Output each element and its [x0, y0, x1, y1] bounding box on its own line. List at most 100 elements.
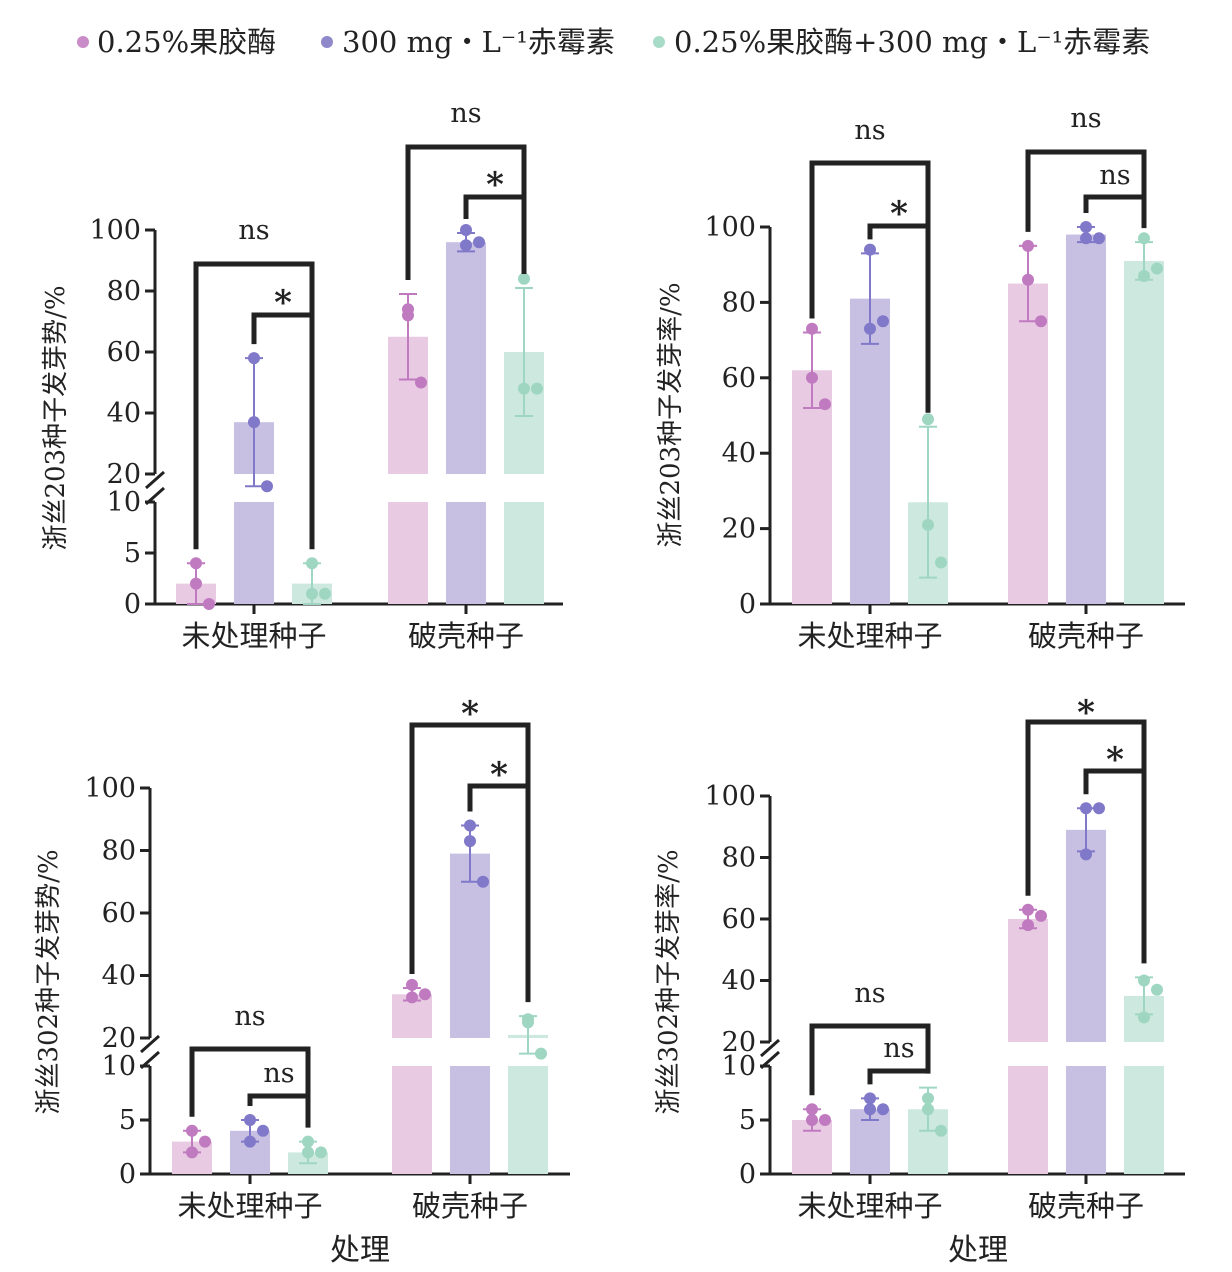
y-tick-label: 40 [102, 961, 136, 992]
data-point [1138, 974, 1150, 987]
data-point [806, 1114, 818, 1126]
bar-lower-segment [1008, 1066, 1048, 1174]
data-point [922, 1092, 934, 1105]
data-point [319, 587, 331, 600]
data-point [1093, 232, 1105, 245]
bar [1066, 829, 1106, 1042]
legend-label-1: 300 mg・L⁻¹赤霉素 [342, 25, 615, 59]
significance-bracket-outer [409, 722, 531, 1003]
significance-label-inner: * [890, 194, 908, 234]
data-point [522, 1016, 534, 1029]
y-tick-label: 20 [107, 459, 141, 490]
data-point [1138, 1011, 1150, 1024]
legend-marker-0 [77, 36, 89, 48]
y-tick-label: 100 [89, 215, 141, 246]
x-category-label: 未处理种子 [181, 619, 326, 653]
data-point [302, 1135, 314, 1148]
axis-break-mark [140, 1034, 160, 1054]
significance-label-inner: ns [1099, 160, 1130, 191]
y-tick-label: 80 [102, 836, 136, 867]
significance-bracket-outer [1025, 149, 1147, 232]
significance-label-inner: * [490, 755, 508, 795]
data-point [806, 1103, 818, 1116]
y-tick-label: 20 [722, 1027, 756, 1058]
y-tick-label: 10 [722, 1051, 756, 1082]
y-tick-label: 100 [704, 212, 756, 243]
y-axis-title: 浙丝203种子发芽势/% [41, 285, 71, 550]
data-point [306, 587, 318, 600]
data-point [460, 239, 472, 252]
y-tick-label: 5 [124, 538, 141, 569]
y-tick-label: 0 [739, 589, 756, 620]
data-point [473, 236, 485, 249]
y-axis-title: 浙丝302种子发芽率/% [654, 849, 684, 1114]
significance-bracket-outer [1025, 719, 1147, 964]
bar [1008, 919, 1048, 1042]
significance-bracket-inner [467, 783, 528, 812]
data-point [1035, 909, 1047, 922]
bar [1124, 260, 1164, 604]
y-tick-label: 10 [102, 1051, 136, 1082]
significance-bracket-inner [867, 223, 928, 240]
significance-bracket-outer [809, 160, 931, 413]
data-point [406, 991, 418, 1004]
bar [1066, 234, 1106, 605]
bar-lower-segment [450, 1066, 490, 1174]
data-point [261, 480, 273, 493]
y-axis-title: 浙丝203种子发芽率/% [656, 282, 686, 547]
data-point [1151, 262, 1163, 275]
x-axis-title: 处理 [948, 1233, 1008, 1268]
bar [446, 242, 486, 474]
significance-bracket-outer [809, 1023, 931, 1096]
data-point [1151, 983, 1163, 996]
panel-top-right: 0 20 40 60 80 100 浙丝203种子发芽率/% 未处理种子 ns * 破壳种子 ns ns [656, 103, 1185, 653]
x-category-label: 未处理种子 [797, 1189, 942, 1223]
bar [850, 298, 890, 604]
y-tick-label: 0 [124, 589, 141, 620]
bar-lower-segment [1066, 1066, 1106, 1174]
data-point [1022, 239, 1034, 252]
data-point [1080, 848, 1092, 861]
data-point [315, 1146, 327, 1159]
y-tick-label: 80 [107, 276, 141, 307]
data-point [406, 978, 418, 991]
data-point [199, 1135, 211, 1148]
data-point [464, 835, 476, 848]
data-point [248, 416, 260, 429]
data-point [415, 376, 427, 389]
legend: 0.25%果胶酶 300 mg・L⁻¹赤霉素 0.25%果胶酶+300 mg・L… [77, 25, 1150, 59]
data-point [257, 1124, 269, 1137]
significance-label-outer: ns [238, 215, 269, 246]
bar-lower-segment [388, 502, 428, 604]
data-point [1138, 270, 1150, 283]
data-point [518, 272, 530, 285]
data-point [1022, 903, 1034, 916]
y-tick-label: 5 [739, 1105, 756, 1136]
significance-label-outer: ns [854, 115, 885, 146]
significance-label-outer: ns [1070, 103, 1101, 134]
data-point [864, 322, 876, 335]
x-axis-title: 处理 [330, 1233, 390, 1268]
data-point [864, 1092, 876, 1105]
y-tick-label: 0 [739, 1159, 756, 1190]
significance-label-inner: ns [263, 1058, 294, 1089]
significance-label-inner: * [486, 165, 504, 205]
significance-label-outer: ns [234, 1001, 265, 1032]
data-point [186, 1146, 198, 1159]
significance-bracket-inner [247, 1093, 308, 1106]
data-point [244, 1114, 256, 1126]
data-point [464, 819, 476, 832]
data-point [186, 1124, 198, 1137]
data-point [1022, 273, 1034, 286]
axis-break-mark [145, 470, 165, 490]
data-point [306, 557, 318, 570]
bar [1008, 283, 1048, 604]
data-point [1022, 919, 1034, 932]
data-point [302, 1146, 314, 1159]
significance-label-inner: * [274, 283, 292, 323]
significance-label-inner: ns [883, 1033, 914, 1064]
data-point [922, 413, 934, 426]
data-point [806, 322, 818, 335]
x-category-label: 破壳种子 [412, 1189, 528, 1223]
